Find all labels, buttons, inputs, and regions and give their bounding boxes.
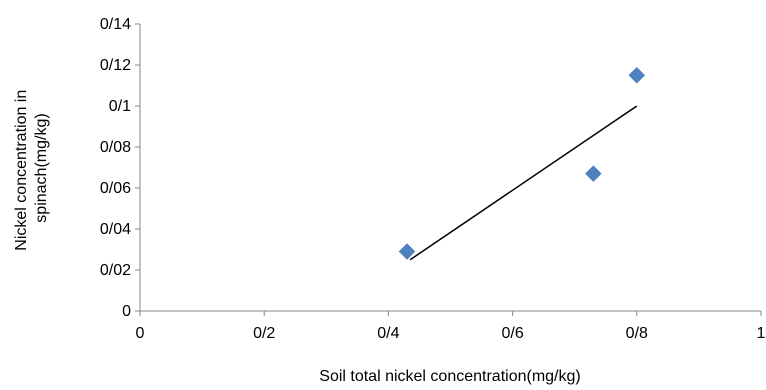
x-tick-label: 0/6 xyxy=(501,325,523,342)
x-axis-ticks: 0 0/2 0/4 0/6 0/8 1 xyxy=(136,311,766,342)
data-point-diamond xyxy=(628,66,646,84)
y-axis-title-line-2: spinach(mg/kg) xyxy=(33,113,50,222)
y-tick-label: 0/12 xyxy=(100,57,131,74)
plot-area: 00/020/040/060/080/10/120/14 0 0/2 0/4 0/6 0… xyxy=(100,16,766,342)
y-tick-label: 0/14 xyxy=(100,16,131,33)
y-axis-title: Nickel concentration in spinach(mg/kg) xyxy=(13,85,50,250)
x-tick-label: 0/4 xyxy=(377,325,399,342)
trendline xyxy=(409,105,638,261)
y-axis-title-line-1: Nickel concentration in xyxy=(13,90,30,251)
y-tick-label: 0/06 xyxy=(100,180,131,197)
y-tick-label: 0/04 xyxy=(100,221,131,238)
x-tick-label: 0/2 xyxy=(253,325,275,342)
x-tick-label: 1 xyxy=(757,325,766,342)
trendline-layer xyxy=(409,105,638,261)
data-point-diamond xyxy=(398,243,416,260)
x-tick-label: 0 xyxy=(136,325,145,342)
y-tick-label: 0 xyxy=(122,303,131,320)
y-tick-label: 0/1 xyxy=(109,98,131,115)
y-tick-label: 0/02 xyxy=(100,262,131,279)
data-point-diamond xyxy=(584,165,602,183)
data-points-layer xyxy=(398,66,646,260)
x-axis-title: Soil total nickel concentration(mg/kg) xyxy=(319,368,580,385)
y-axis-ticks: 0 0/02 0/04 0/06 0/08 0/1 0/12 0/14 xyxy=(100,16,140,320)
y-tick-label: 0/08 xyxy=(100,139,131,156)
x-tick-label: 0/8 xyxy=(626,325,648,342)
